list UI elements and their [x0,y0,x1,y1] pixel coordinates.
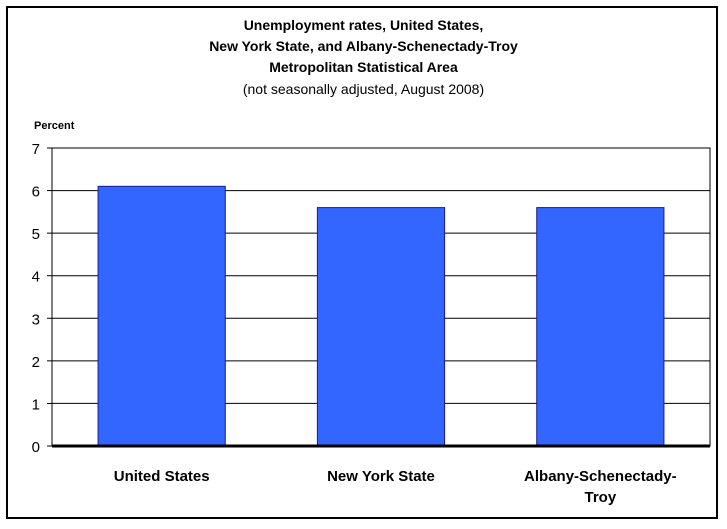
chart-title-line-1: Unemployment rates, United States, [243,17,484,33]
y-tick-label: 2 [32,354,40,371]
y-tick-label: 5 [32,226,40,243]
bar [97,185,226,447]
x-category-label: United States [114,468,210,485]
y-axis-label: Percent [34,120,75,132]
y-tick-label: 1 [32,396,40,413]
x-category-label: New York State [327,468,435,485]
y-tick-label: 4 [32,269,40,286]
chart-title-line-3: Metropolitan Statistical Area [269,59,458,75]
chart-subtitle: (not seasonally adjusted, August 2008) [242,81,485,97]
y-tick-label: 7 [32,141,40,158]
bar [316,207,446,447]
y-tick-label: 3 [32,311,40,328]
x-category-label: Troy [584,489,616,506]
x-category-label: Albany-Schenectady- [524,468,677,485]
y-tick-label: 6 [32,184,40,201]
chart-title-line-2: New York State, and Albany-Schenectady-T… [209,38,518,54]
y-tick-label: 0 [32,439,40,456]
bar [536,207,665,447]
